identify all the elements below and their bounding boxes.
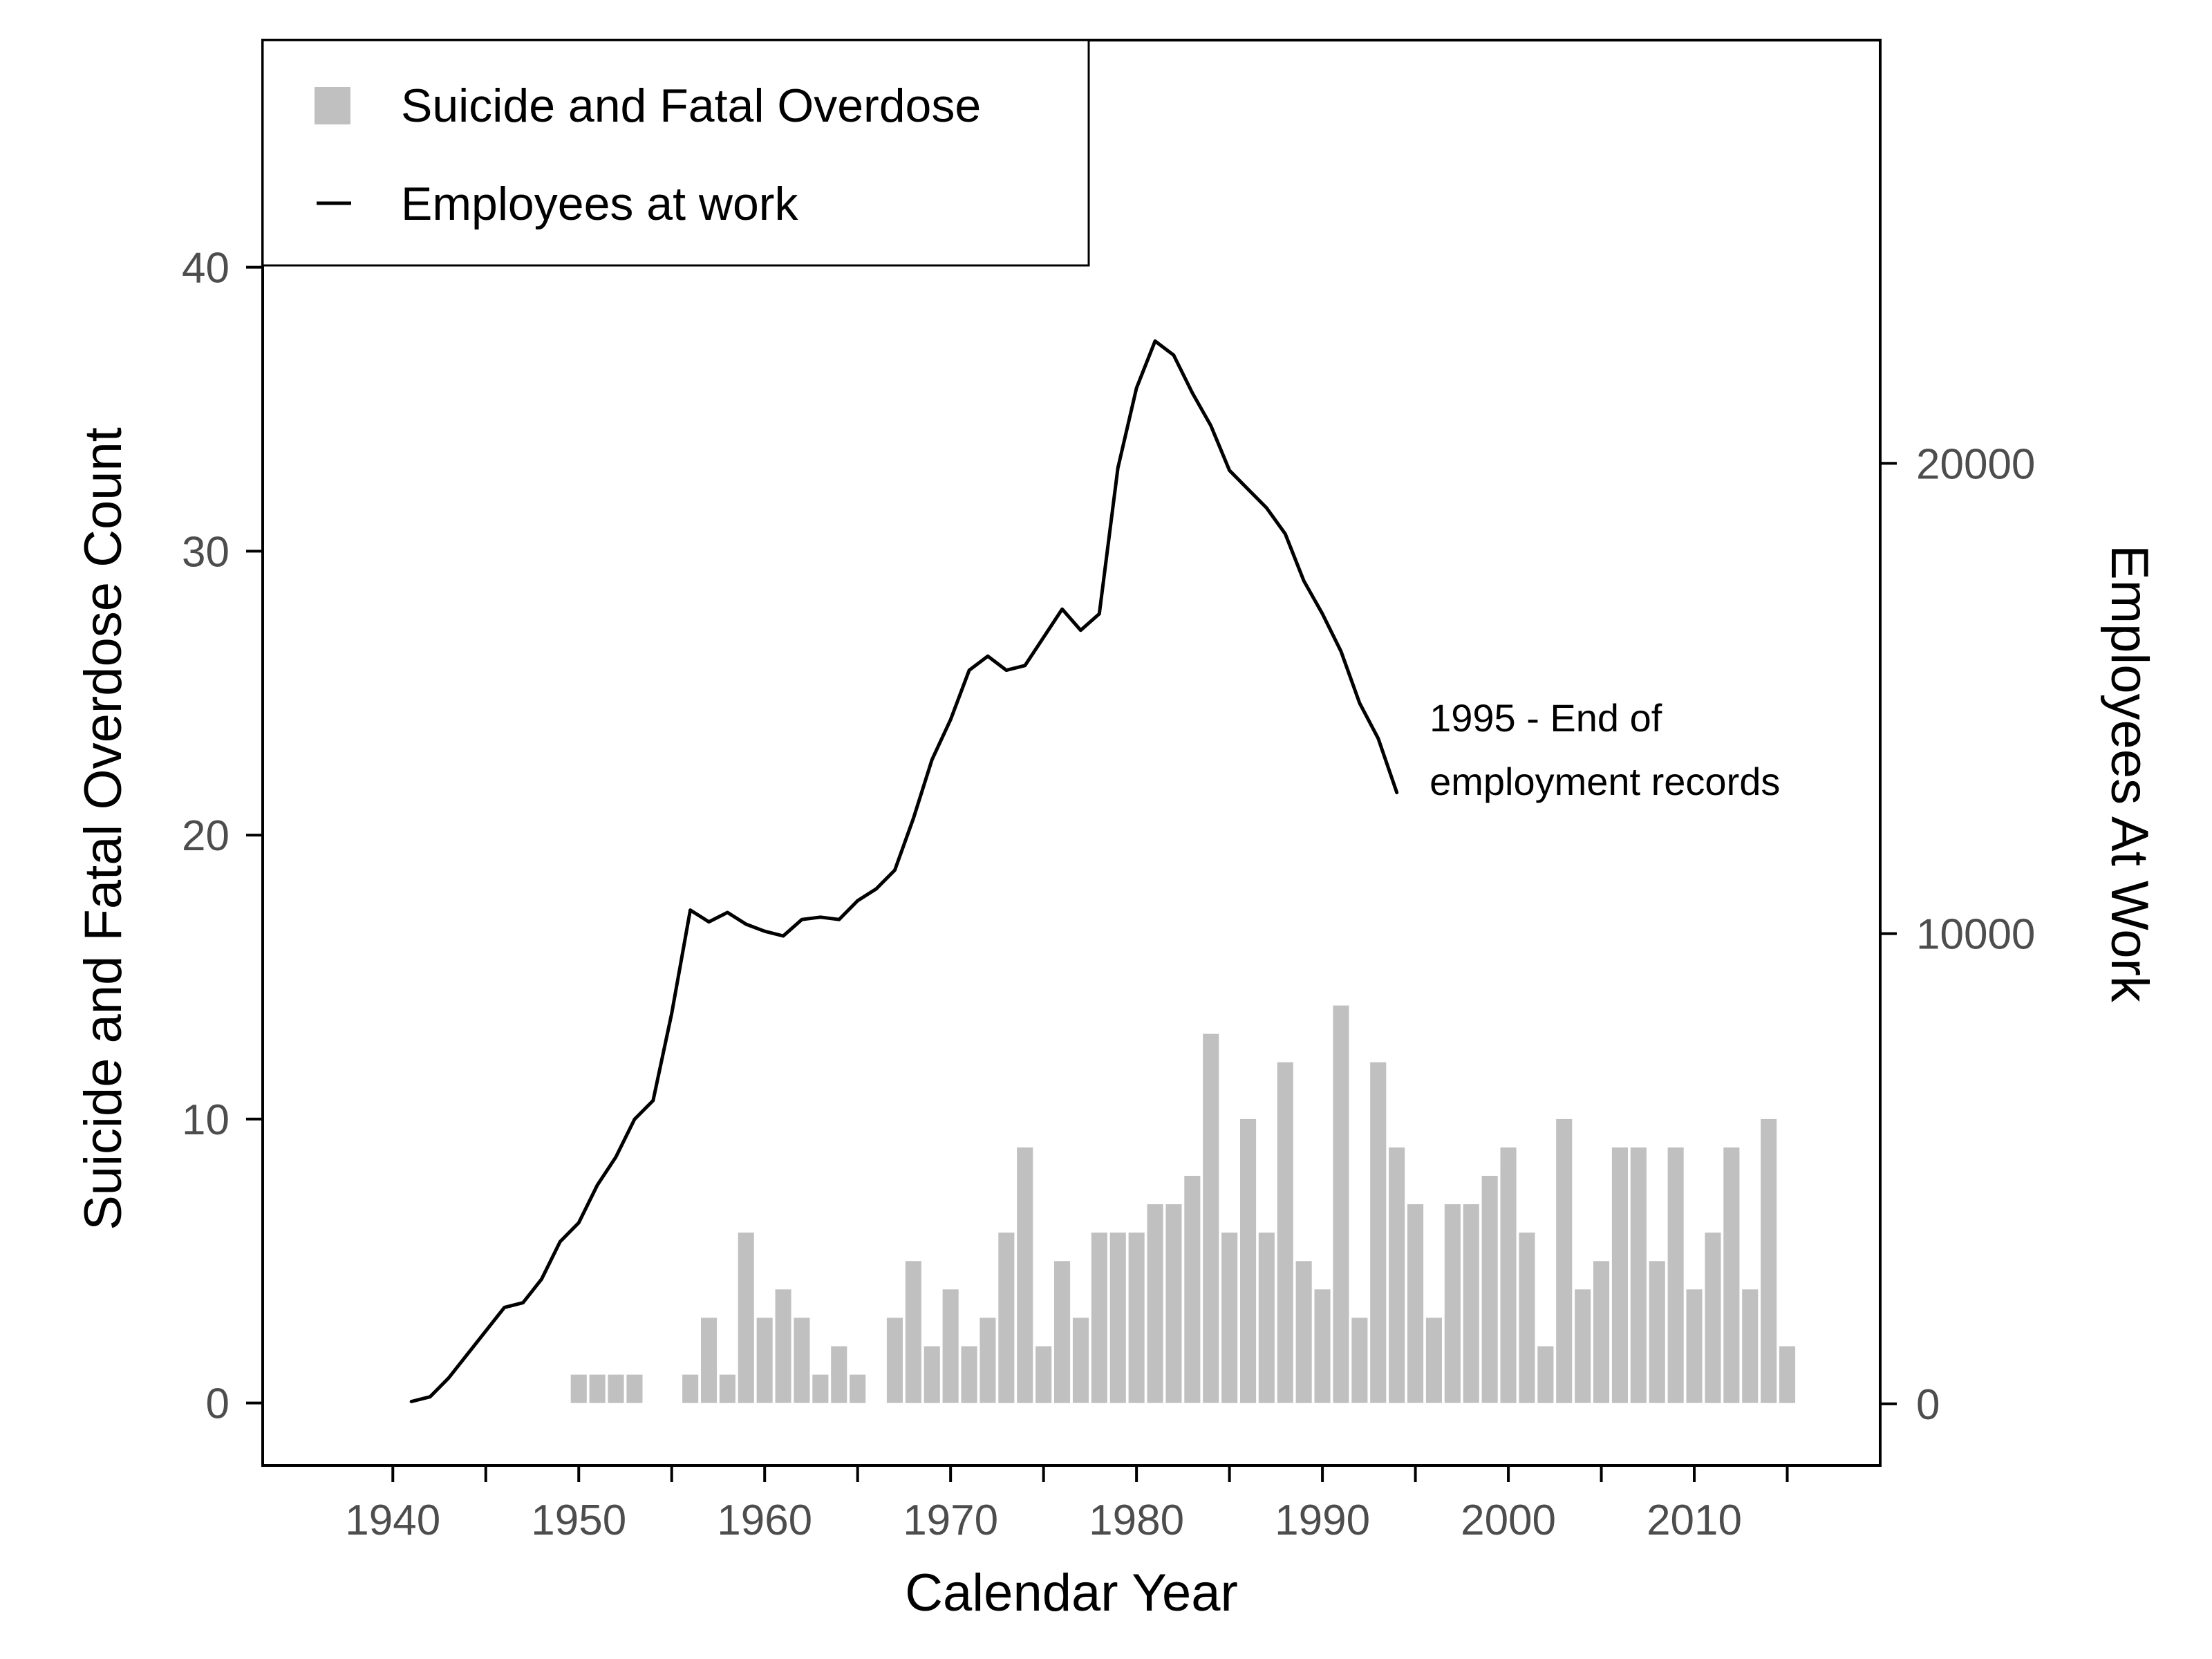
bar-1961: [775, 1289, 791, 1403]
bar-1976: [1054, 1261, 1071, 1403]
bar-1957: [701, 1318, 718, 1403]
bar-2015: [1779, 1346, 1796, 1403]
bar-1956: [682, 1374, 699, 1403]
employees-line: [409, 339, 1399, 1403]
bar-1995: [1407, 1204, 1424, 1403]
x-axis-title: Calendar Year: [905, 1564, 1238, 1622]
bar-1973: [998, 1232, 1015, 1403]
bar-2010: [1686, 1289, 1703, 1403]
bar-2000: [1500, 1147, 1517, 1403]
legend: Suicide and Fatal Overdose Employees at …: [261, 39, 1090, 267]
x-tick-label-1980: 1980: [1089, 1497, 1184, 1544]
bar-1950: [570, 1374, 587, 1403]
bar-1958: [719, 1374, 735, 1403]
annotation-line-1: 1995 - End of: [1430, 696, 1662, 740]
x-tick-label-1970: 1970: [903, 1497, 998, 1544]
bar-2008: [1649, 1261, 1665, 1403]
x-tick-label-1940: 1940: [345, 1497, 440, 1544]
bar-1969: [924, 1346, 940, 1403]
bar-1967: [886, 1318, 903, 1403]
bar-1968: [905, 1261, 921, 1403]
bar-1971: [961, 1346, 977, 1403]
bar-1977: [1072, 1318, 1089, 1403]
bar-1985: [1221, 1232, 1238, 1403]
bar-1997: [1444, 1204, 1461, 1403]
bar-2014: [1761, 1118, 1777, 1403]
line-series: [409, 339, 1399, 1403]
bar-1978: [1091, 1232, 1107, 1403]
y-left-tick-label-10: 10: [182, 1096, 229, 1144]
bar-2002: [1537, 1346, 1554, 1403]
bar-1962: [794, 1318, 810, 1403]
bar-1970: [942, 1289, 959, 1403]
bar-1989: [1295, 1261, 1312, 1403]
axes: 0 10 20 30 40 0 10000 20000 1940 1950 1960 1970 1980…: [182, 245, 2035, 1544]
y-right-tick-label-10000: 10000: [1916, 911, 2035, 959]
bar-2004: [1575, 1289, 1591, 1403]
bar-1990: [1314, 1289, 1331, 1403]
bar-1953: [626, 1374, 643, 1403]
y-right-tick-label-20000: 20000: [1916, 440, 2035, 488]
bar-1965: [850, 1374, 866, 1403]
bar-1975: [1035, 1346, 1052, 1403]
bar-2006: [1611, 1147, 1628, 1403]
bar-2001: [1519, 1232, 1535, 1403]
bar-1974: [1017, 1147, 1033, 1403]
y-left-tick-label-30: 30: [182, 528, 229, 576]
bar-1982: [1165, 1204, 1182, 1403]
bar-1986: [1240, 1118, 1257, 1403]
bar-1959: [738, 1232, 754, 1403]
legend-label-employees: Employees at work: [401, 178, 798, 230]
x-tick-label-2010: 2010: [1647, 1497, 1742, 1544]
x-tick-label-2000: 2000: [1461, 1497, 1556, 1544]
bar-1988: [1277, 1062, 1293, 1403]
bar-1984: [1203, 1033, 1219, 1403]
x-tick-label-1960: 1960: [717, 1497, 812, 1544]
bar-2011: [1705, 1232, 1721, 1403]
bar-1991: [1333, 1005, 1349, 1403]
bar-1980: [1128, 1232, 1145, 1403]
bar-2003: [1556, 1118, 1573, 1403]
legend-label-suicide-overdose: Suicide and Fatal Overdose: [401, 79, 981, 132]
bar-1972: [980, 1318, 996, 1403]
bar-1996: [1425, 1318, 1442, 1403]
y-right-axis-title: Employees At Work: [2100, 545, 2159, 1003]
y-left-tick-label-20: 20: [182, 812, 229, 860]
bar-1960: [756, 1318, 773, 1403]
bar-1951: [589, 1374, 606, 1403]
y-right-tick-label-0: 0: [1916, 1381, 1940, 1429]
bar-2007: [1630, 1147, 1647, 1403]
annotation-line-2: employment records: [1430, 760, 1780, 803]
x-tick-label-1950: 1950: [531, 1497, 626, 1544]
annotation: 1995 - End of employment records: [1430, 696, 1780, 803]
bar-1981: [1147, 1204, 1163, 1403]
bar-1963: [812, 1374, 829, 1403]
bar-1998: [1463, 1204, 1479, 1403]
bar-1992: [1351, 1318, 1368, 1403]
bar-1952: [608, 1374, 624, 1403]
legend-box: [261, 39, 1090, 267]
x-tick-label-1990: 1990: [1275, 1497, 1370, 1544]
bar-1993: [1370, 1062, 1387, 1403]
bar-1983: [1184, 1176, 1201, 1403]
y-left-tick-label-0: 0: [206, 1380, 229, 1428]
bar-series: [570, 1005, 1796, 1403]
y-left-axis-title: Suicide and Fatal Overdose Count: [74, 427, 133, 1230]
bar-1994: [1389, 1147, 1405, 1403]
bar-1999: [1481, 1176, 1498, 1403]
y-left-tick-label-40: 40: [182, 245, 229, 292]
bar-2012: [1723, 1147, 1740, 1403]
bar-2013: [1742, 1289, 1759, 1403]
bar-2005: [1593, 1261, 1610, 1403]
bar-1987: [1258, 1232, 1275, 1403]
bar-2009: [1667, 1147, 1684, 1403]
legend-bar-swatch: [315, 87, 350, 124]
bar-1964: [831, 1346, 847, 1403]
bar-1979: [1109, 1232, 1126, 1403]
